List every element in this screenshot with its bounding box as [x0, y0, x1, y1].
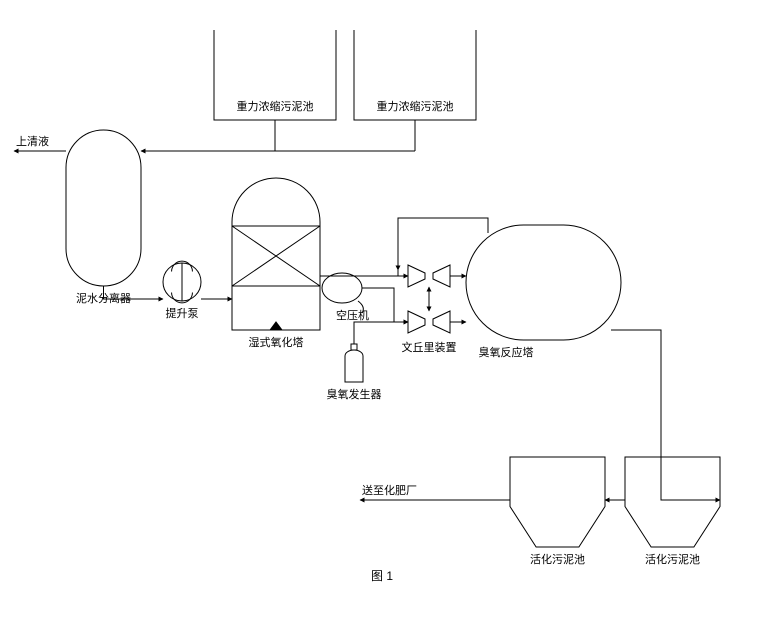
activated-sludge-tank-b-label: 活化污泥池 — [645, 552, 700, 566]
air-compressor: 空压机 — [322, 273, 369, 322]
gravity-tank-1-label: 重力浓缩污泥池 — [237, 99, 314, 113]
to-fertilizer-plant-label: 送至化肥厂 — [362, 483, 417, 497]
activated-sludge-tank-b: 活化污泥池 — [625, 457, 720, 566]
venturi-device-bottom — [408, 311, 450, 333]
lift-pump: 提升泵 — [163, 261, 201, 320]
wet-oxidation-tower-label: 湿式氧化塔 — [249, 335, 304, 349]
activated-sludge-tank-a: 活化污泥池 — [510, 457, 605, 566]
figure-caption: 图 1 — [371, 569, 393, 583]
process-flowchart: 重力浓缩污泥池 重力浓缩污泥池 泥水分离器 提升泵 湿式氧化塔 空压机 臭氧发生… — [0, 0, 765, 619]
air-compressor-label: 空压机 — [336, 308, 369, 322]
ozone-generator-label: 臭氧发生器 — [327, 387, 382, 401]
lift-pump-label: 提升泵 — [166, 307, 199, 320]
venturi-device-top — [408, 265, 450, 287]
venturi-label: 文丘里装置 — [402, 340, 457, 354]
gravity-tank-2: 重力浓缩污泥池 — [354, 30, 476, 120]
gravity-tank-1: 重力浓缩污泥池 — [214, 30, 336, 120]
supernatant-label: 上清液 — [16, 134, 49, 148]
activated-sludge-tank-a-label: 活化污泥池 — [530, 552, 585, 566]
ozone-reaction-tower-label: 臭氧反应塔 — [479, 345, 534, 359]
gravity-tank-2-label: 重力浓缩污泥池 — [377, 99, 454, 113]
ozone-reaction-tower: 臭氧反应塔 — [466, 225, 621, 359]
mud-water-separator: 泥水分离器 — [66, 130, 141, 305]
ozone-generator: 臭氧发生器 — [327, 344, 382, 401]
